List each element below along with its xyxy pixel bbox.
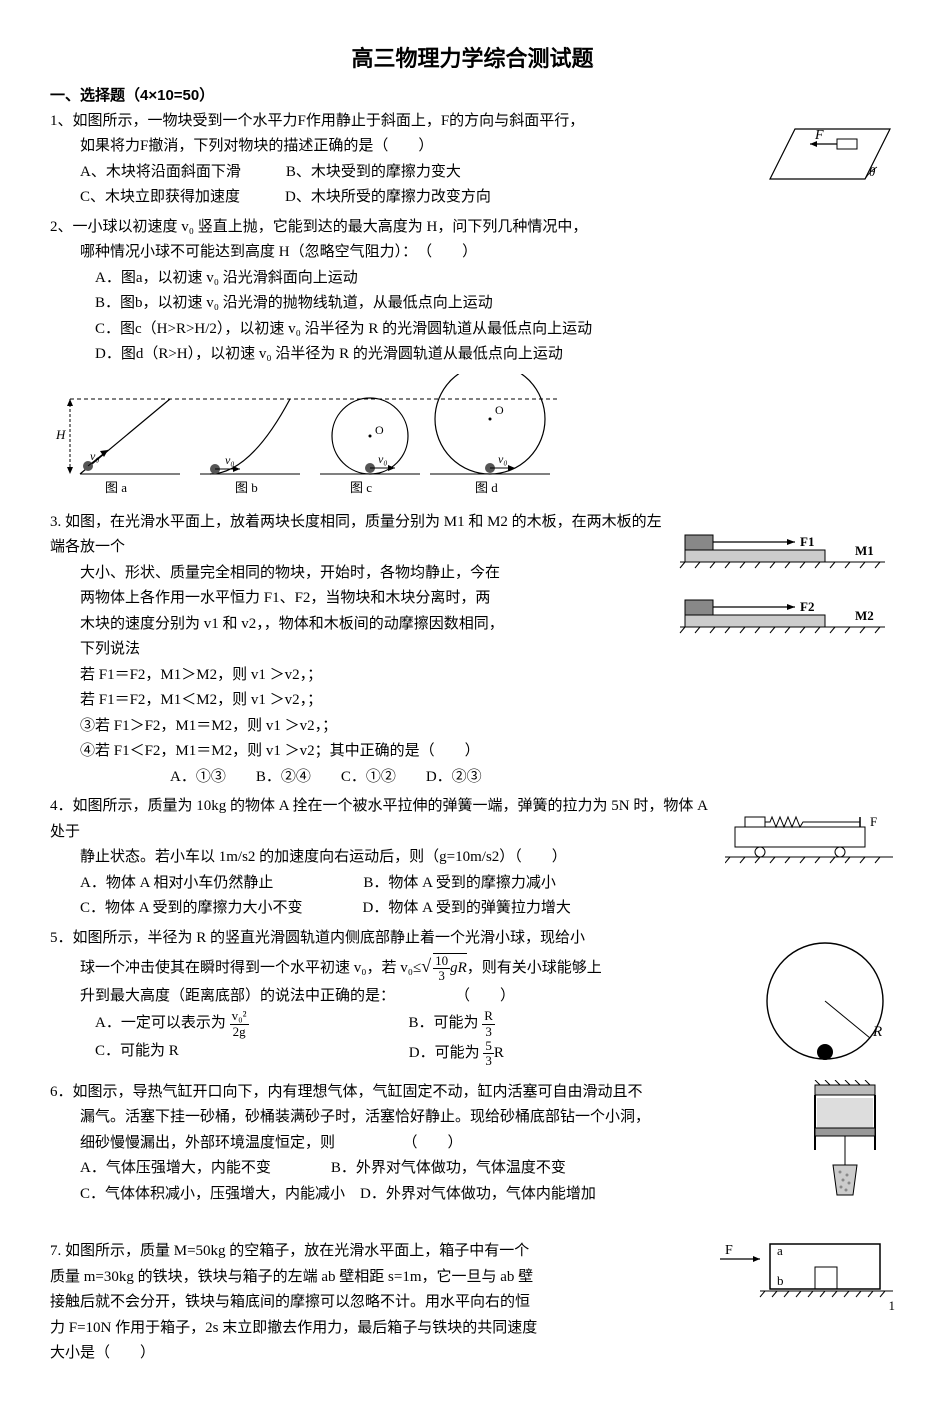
- question-3: F1 M1 F2 M2: [50, 510, 895, 791]
- q6-opt-d: D．外界对气体做功，气体内能增加: [360, 1186, 596, 1202]
- question-4: F 4．如图所示，质量为 10kg 的物体 A 拴在一个被水平拉伸的弹簧一端，弹…: [50, 794, 895, 922]
- svg-text:O: O: [375, 423, 384, 437]
- question-7: F a b 7. 如图所示，质量 M=50kg 的空箱子，放在光滑水平面上，箱子…: [50, 1239, 895, 1367]
- svg-text:图 a: 图 a: [105, 480, 127, 495]
- q4-opt-a: A．物体 A 相对小车仍然静止: [80, 875, 273, 891]
- q6-opt-a: A．气体压强增大，内能不变: [80, 1160, 271, 1176]
- q6-stem-2: 漏气。活塞下挂一砂桶，砂桶装满砂子时，活塞恰好静止。现给砂桶底部钻一个小洞，: [50, 1105, 895, 1131]
- q4-opt-d: D．物体 A 受到的弹簧拉力增大: [363, 900, 571, 916]
- q3-s3: ③若 F1＞F2，M1＝M2，则 v1 ＞v2，；: [50, 714, 895, 740]
- q2-opt-d: D．图d（R>H），以初速 v₀ 沿半径为 R 的光滑圆轨道从最低点向上运动: [50, 342, 895, 368]
- q5-opt-c: C．可能为 R: [95, 1039, 179, 1069]
- q4-opt-b: B．物体 A 受到的摩擦力减小: [363, 875, 556, 891]
- svg-text:图 d: 图 d: [475, 480, 498, 495]
- q3-figure: F1 M1 F2 M2: [675, 520, 895, 650]
- svg-text:F2: F2: [800, 599, 814, 614]
- q6-stem-3: 细砂慢慢漏出，外部环境温度恒定，则 （ ）: [50, 1131, 895, 1157]
- question-6: 6．如图示，导热气缸开口向下，内有理想气体，气缸固定不动，缸内活塞可自由滑动且不…: [50, 1080, 895, 1210]
- q6-figure: [795, 1080, 895, 1210]
- svg-text:F: F: [725, 1243, 733, 1258]
- q6-opt-b: B．外界对气体做功，气体温度不变: [331, 1160, 566, 1176]
- svg-text:图 b: 图 b: [235, 480, 258, 495]
- svg-text:F1: F1: [800, 534, 814, 549]
- section-header: 一、选择题（4×10=50）: [50, 83, 895, 109]
- q2-opt-a: A．图a，以初速 v₀ 沿光滑斜面向上运动: [50, 266, 895, 292]
- q3-options: A．①③ B．②④ C．①② D．②③: [50, 765, 895, 791]
- q7-figure: F a b: [715, 1239, 895, 1319]
- q5-opt-b: B．可能为 R3: [409, 1009, 495, 1039]
- q4-figure: F: [725, 812, 895, 867]
- svg-text:v₀: v₀: [225, 453, 235, 467]
- q1-opt-c: C、木块立即获得加速度: [80, 189, 240, 205]
- q3-s2: 若 F1＝F2，M1＜M2，则 v1 ＞v2，；: [50, 688, 895, 714]
- q5-figure: R: [755, 926, 895, 1076]
- question-2: 2、一小球以初速度 v₀ 竖直上抛，它能到达的最大高度为 H，问下列几种情况中，…: [50, 215, 895, 504]
- svg-text:图 c: 图 c: [350, 480, 372, 495]
- svg-text:a: a: [777, 1243, 783, 1258]
- q2-opt-b: B．图b，以初速 v₀ 沿光滑的抛物线轨道，从最低点向上运动: [50, 291, 895, 317]
- svg-text:R: R: [872, 1024, 882, 1040]
- svg-text:M2: M2: [855, 608, 874, 623]
- svg-text:M1: M1: [855, 543, 874, 558]
- svg-text:O: O: [495, 403, 504, 417]
- question-1: F θ 1、如图所示，一物块受到一个水平力F作用静止于斜面上，F的方向与斜面平行…: [50, 109, 895, 211]
- q5-opt-d: D．可能为 53R: [409, 1039, 504, 1069]
- q1-opt-b: B、木块受到的摩擦力变大: [286, 164, 461, 180]
- svg-text:F: F: [870, 814, 877, 829]
- q1-opt-d: D、木块所受的摩擦力改变方向: [285, 189, 491, 205]
- page-title: 高三物理力学综合测试题: [50, 40, 895, 77]
- svg-text:H: H: [55, 427, 66, 442]
- q1-figure: F θ: [765, 109, 895, 189]
- q1-opt-a: A、木块将沿面斜面下滑: [80, 164, 241, 180]
- q2-stem-2: 哪种情况小球不可能达到高度 H（忽略空气阻力）： （ ）: [50, 240, 895, 266]
- q1-theta-label: θ: [869, 164, 876, 179]
- svg-text:v₀: v₀: [90, 449, 100, 463]
- svg-text:v₀: v₀: [378, 452, 388, 466]
- q5-opt-a: A．一定可以表示为 v₀²2g: [95, 1009, 249, 1039]
- q2-stem-1: 2、一小球以初速度 v₀ 竖直上抛，它能到达的最大高度为 H，问下列几种情况中，: [50, 215, 895, 241]
- q2-figure: H v₀ 图 a v₀ 图 b O v₀ 图 c O: [50, 374, 895, 504]
- svg-text:b: b: [777, 1273, 784, 1288]
- q2-opt-c: C．图c（H>R>H/2），以初速 v₀ 沿半径为 R 的光滑圆轨道从最低点向上…: [50, 317, 895, 343]
- q7-stem-4: 力 F=10N 作用于箱子，2s 末立即撤去作用力，最后箱子与铁块的共同速度: [50, 1316, 895, 1342]
- q3-s4: ④若 F1＜F2，M1＝M2，则 v1 ＞v2；其中正确的是（ ）: [50, 739, 895, 765]
- q4-opt-c: C．物体 A 受到的摩擦力大小不变: [80, 900, 303, 916]
- q6-opt-c: C．气体体积减小，压强增大，内能减小: [80, 1186, 345, 1202]
- q7-stem-5: 大小是（ ）: [50, 1341, 895, 1367]
- page-number: 1: [889, 1295, 896, 1317]
- q6-stem-1: 6．如图示，导热气缸开口向下，内有理想气体，气缸固定不动，缸内活塞可自由滑动且不: [50, 1080, 895, 1106]
- q3-s1: 若 F1＝F2，M1＞M2，则 v1 ＞v2，；: [50, 663, 895, 689]
- svg-text:v₀: v₀: [498, 452, 508, 466]
- question-5: R 5．如图所示，半径为 R 的竖直光滑圆轨道内侧底部静止着一个光滑小球，现给小…: [50, 926, 895, 1076]
- q1-F-label: F: [814, 128, 824, 143]
